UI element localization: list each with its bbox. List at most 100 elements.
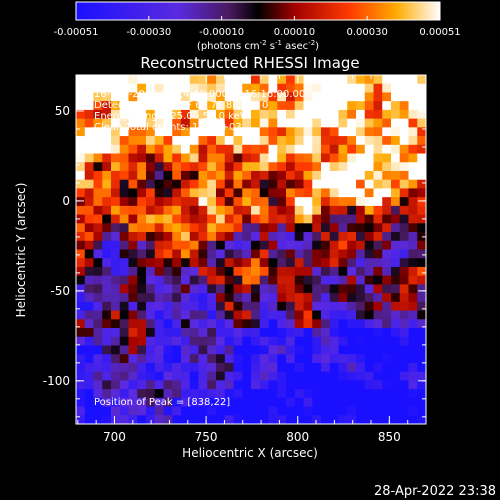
heatmap-cell bbox=[338, 266, 348, 277]
heatmap-cell bbox=[189, 380, 200, 390]
heatmap-cell bbox=[216, 406, 226, 416]
heatmap-cell bbox=[181, 266, 191, 277]
heatmap-cell bbox=[154, 188, 165, 198]
heatmap-cell bbox=[329, 223, 340, 233]
heatmap-cell bbox=[224, 406, 235, 416]
heatmap-cell bbox=[233, 83, 243, 94]
heatmap-cell bbox=[93, 188, 103, 198]
heatmap-cell bbox=[102, 136, 112, 146]
heatmap-cell bbox=[146, 170, 156, 181]
heatmap-cell bbox=[286, 389, 296, 399]
heatmap-cell bbox=[93, 249, 103, 259]
heatmap-cell bbox=[286, 397, 296, 408]
heatmap-cell bbox=[382, 214, 392, 224]
heatmap-cell bbox=[154, 362, 165, 373]
heatmap-cell bbox=[329, 109, 340, 120]
heatmap-cell bbox=[207, 336, 217, 347]
heatmap-cell bbox=[207, 136, 217, 146]
heatmap-cell bbox=[277, 258, 287, 268]
heatmap-cell bbox=[329, 205, 340, 216]
heatmap-cell bbox=[224, 197, 235, 207]
heatmap-cell bbox=[119, 301, 130, 312]
heatmap-cell bbox=[364, 389, 375, 399]
heatmap-cell bbox=[84, 232, 95, 242]
heatmap-cell bbox=[408, 371, 418, 381]
heatmap-cell bbox=[329, 293, 340, 303]
heatmap-cell bbox=[198, 258, 208, 268]
heatmap-cell bbox=[137, 362, 147, 373]
heatmap-cell bbox=[338, 162, 348, 172]
heatmap-cell bbox=[242, 92, 252, 102]
heatmap-cell bbox=[417, 127, 426, 137]
heatmap-cell bbox=[338, 75, 348, 85]
heatmap-cell bbox=[216, 389, 226, 399]
heatmap-cell bbox=[93, 345, 103, 355]
heatmap-cell bbox=[137, 310, 147, 320]
heatmap-cell bbox=[259, 362, 270, 373]
heatmap-cell bbox=[417, 284, 426, 294]
heatmap-cell bbox=[172, 101, 182, 111]
heatmap-cell bbox=[84, 293, 95, 303]
heatmap-cell bbox=[154, 83, 165, 94]
heatmap-cell bbox=[286, 345, 296, 355]
heatmap-cell bbox=[312, 397, 322, 408]
heatmap-cell bbox=[338, 153, 348, 163]
heatmap-cell bbox=[84, 205, 95, 216]
heatmap-cell bbox=[294, 397, 305, 408]
heatmap-cell bbox=[373, 389, 383, 399]
heatmap-cell bbox=[268, 197, 278, 207]
chart-title: Reconstructed RHESSI Image bbox=[140, 54, 359, 72]
heatmap-cell bbox=[233, 310, 243, 320]
heatmap-cell bbox=[391, 136, 401, 146]
heatmap-cell bbox=[163, 232, 173, 242]
heatmap-cell bbox=[399, 92, 410, 102]
heatmap-cell bbox=[391, 197, 401, 207]
heatmap-cell bbox=[329, 319, 340, 329]
heatmap-cell bbox=[408, 328, 418, 338]
heatmap-cell bbox=[111, 371, 121, 381]
heatmap-cell bbox=[321, 319, 331, 329]
heatmap-cell bbox=[163, 284, 173, 294]
heatmap-cell bbox=[189, 293, 200, 303]
heatmap-cell bbox=[364, 101, 375, 111]
heatmap-cell bbox=[338, 205, 348, 216]
heatmap-cell bbox=[76, 258, 86, 268]
heatmap-cell bbox=[391, 275, 401, 285]
heatmap-cell bbox=[321, 92, 331, 102]
heatmap-cell bbox=[303, 188, 313, 198]
heatmap-cell bbox=[251, 127, 261, 137]
heatmap-cell bbox=[321, 197, 331, 207]
heatmap-cell bbox=[119, 214, 130, 224]
heatmap-cell bbox=[286, 275, 296, 285]
heatmap-cell bbox=[417, 101, 426, 111]
heatmap-cell bbox=[338, 144, 348, 155]
heatmap-cell bbox=[329, 415, 340, 424]
heatmap-cell bbox=[408, 127, 418, 137]
annotation-time: 16-Mar-2005 16:14:40.000 to 16:16:00.000 bbox=[94, 89, 312, 100]
heatmap-cell bbox=[329, 406, 340, 416]
heatmap-cell bbox=[181, 397, 191, 408]
heatmap-cell bbox=[154, 214, 165, 224]
heatmap-cell bbox=[163, 249, 173, 259]
heatmap-cell bbox=[364, 83, 375, 94]
heatmap-cell bbox=[172, 249, 182, 259]
heatmap-cell bbox=[373, 83, 383, 94]
heatmap-cell bbox=[181, 336, 191, 347]
heatmap-cell bbox=[268, 144, 278, 155]
heatmap-cell bbox=[347, 118, 357, 128]
heatmap-cell bbox=[294, 136, 305, 146]
heatmap-cell bbox=[251, 170, 261, 181]
heatmap-cell bbox=[242, 109, 252, 120]
heatmap-cell bbox=[312, 266, 322, 277]
heatmap-cell bbox=[277, 362, 287, 373]
heatmap-cell bbox=[128, 301, 138, 312]
heatmap-cell bbox=[399, 397, 410, 408]
heatmap-cell bbox=[373, 258, 383, 268]
heatmap-cell bbox=[111, 275, 121, 285]
heatmap-cell bbox=[338, 406, 348, 416]
heatmap-cell bbox=[303, 136, 313, 146]
heatmap-cell bbox=[312, 179, 322, 190]
heatmap-cell bbox=[286, 153, 296, 163]
heatmap-cell bbox=[338, 354, 348, 364]
heatmap-cell bbox=[84, 170, 95, 181]
